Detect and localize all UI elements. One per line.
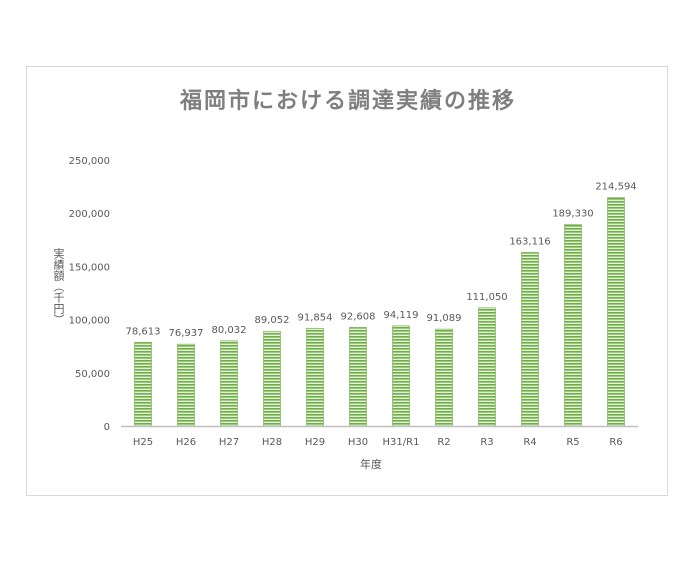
x-tick-label: R4 bbox=[523, 437, 536, 448]
x-tick-label: R5 bbox=[566, 437, 579, 448]
bar bbox=[134, 342, 152, 427]
x-tick-label: R3 bbox=[480, 437, 493, 448]
data-label: 111,050 bbox=[466, 292, 507, 303]
y-tick-label: 200,000 bbox=[69, 209, 110, 220]
chart-title: 福岡市における調達実績の推移 bbox=[179, 89, 516, 114]
y-tick-label: 100,000 bbox=[69, 316, 110, 327]
x-axis-label: 年度 bbox=[360, 458, 382, 471]
y-tick-label: 50,000 bbox=[75, 369, 110, 380]
x-tick-label: H29 bbox=[305, 437, 325, 448]
data-label: 92,608 bbox=[341, 311, 376, 322]
bar bbox=[435, 328, 453, 427]
x-tick-label: H27 bbox=[219, 437, 239, 448]
x-tick-label: H31/R1 bbox=[383, 437, 420, 448]
x-tick-label: R2 bbox=[437, 437, 450, 448]
data-label: 189,330 bbox=[552, 209, 593, 220]
bar bbox=[220, 340, 238, 427]
data-label: 91,854 bbox=[298, 312, 333, 323]
bar bbox=[306, 327, 324, 427]
data-label: 76,937 bbox=[169, 328, 204, 339]
y-tick-label: 0 bbox=[104, 422, 110, 433]
data-label: 89,052 bbox=[255, 315, 290, 326]
bar bbox=[521, 252, 539, 427]
x-tick-label: H25 bbox=[133, 437, 153, 448]
data-label: 163,116 bbox=[509, 236, 550, 247]
data-label: 78,613 bbox=[126, 326, 161, 337]
data-label: 214,594 bbox=[595, 182, 636, 193]
data-label: 80,032 bbox=[212, 325, 247, 336]
bar bbox=[607, 197, 625, 427]
bar bbox=[564, 224, 582, 427]
x-tick-label: R6 bbox=[609, 437, 622, 448]
x-tick-label: H30 bbox=[348, 437, 368, 448]
bar bbox=[478, 307, 496, 427]
data-label: 94,119 bbox=[384, 310, 419, 321]
bar bbox=[177, 343, 195, 427]
chart-frame bbox=[26, 66, 668, 496]
x-tick-label: H26 bbox=[176, 437, 196, 448]
y-axis-label: 実績額（千円） bbox=[52, 248, 65, 325]
x-tick-label: H28 bbox=[262, 437, 282, 448]
bar bbox=[392, 325, 410, 427]
y-tick-label: 150,000 bbox=[69, 262, 110, 273]
bar bbox=[349, 327, 367, 427]
y-tick-label: 250,000 bbox=[69, 156, 110, 167]
bar bbox=[263, 330, 281, 427]
data-label: 91,089 bbox=[427, 313, 462, 324]
